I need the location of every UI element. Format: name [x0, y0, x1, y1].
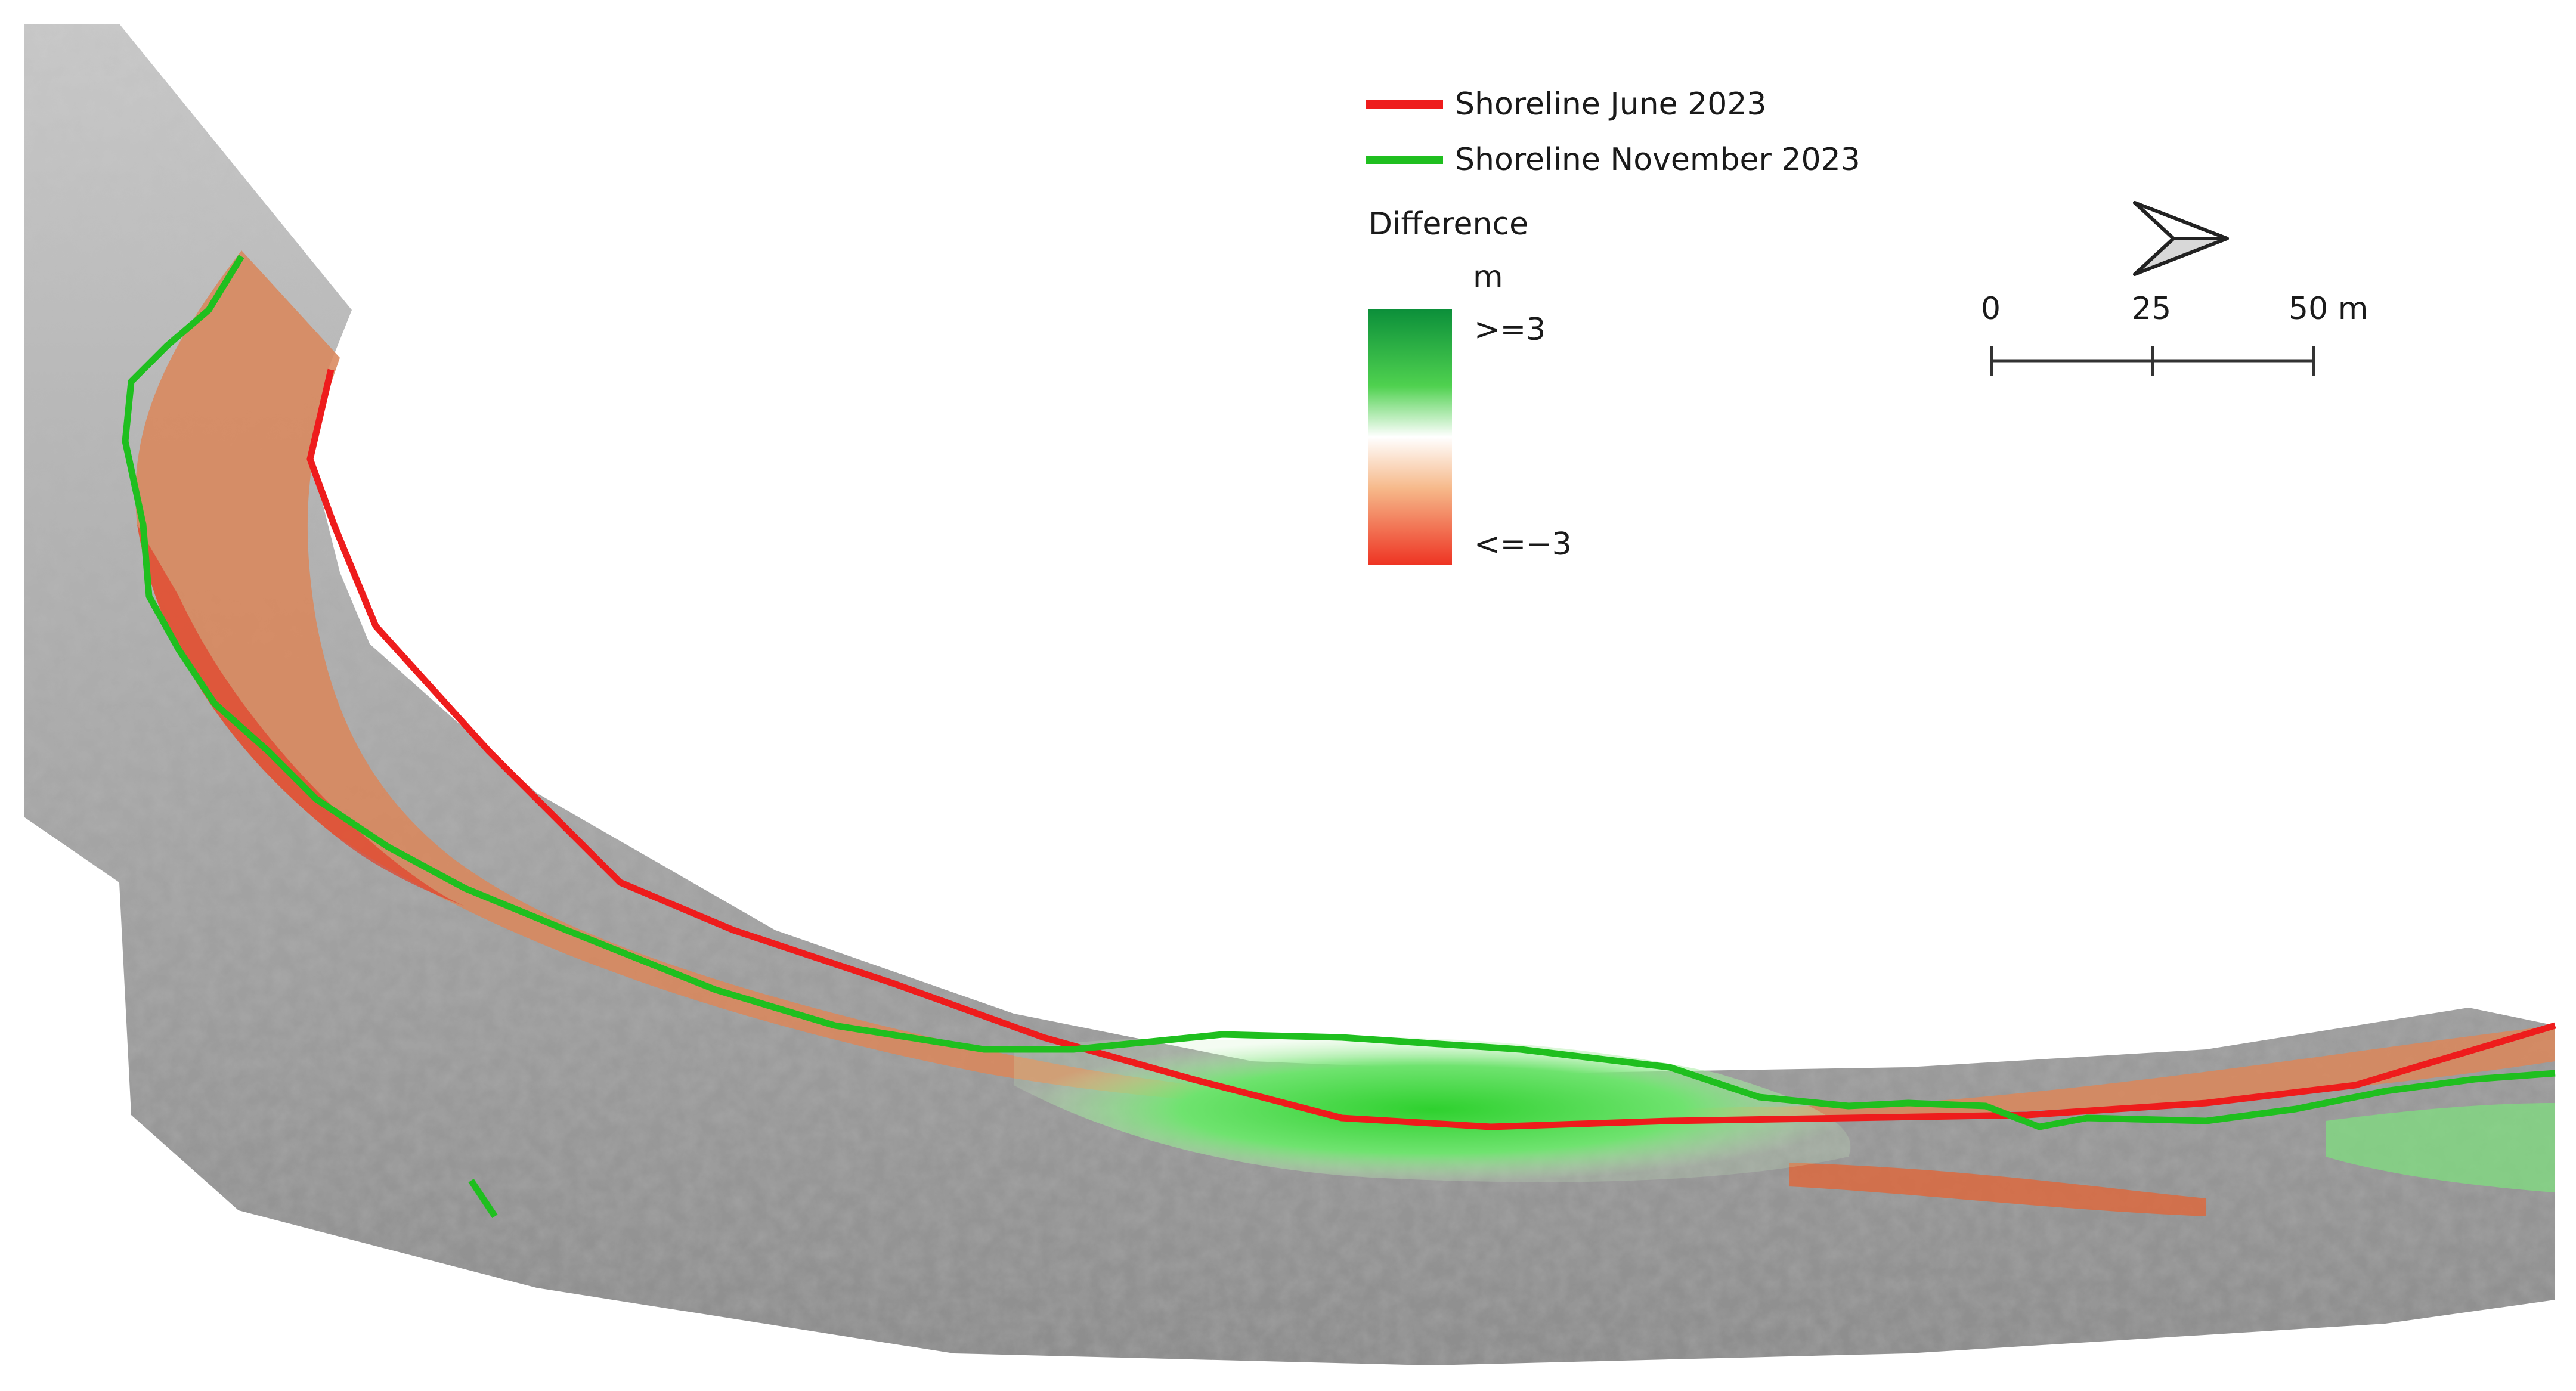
legend-november-label: Shoreline November 2023	[1455, 142, 1860, 178]
scale-label-25: 25	[2132, 291, 2171, 327]
deposition-area	[1014, 1036, 2555, 1192]
legend-min-label: <=−3	[1474, 526, 1572, 562]
green-strip-right	[2326, 1103, 2555, 1192]
legend-june-label: Shoreline June 2023	[1455, 86, 1767, 122]
legend-unit-label: m	[1473, 259, 1503, 295]
legend-difference-title: Difference	[1368, 206, 1528, 242]
north-arrow-icon	[2133, 201, 2229, 276]
shoreline-june-2023-line	[306, 368, 2556, 1130]
scale-label-50: 50 m	[2289, 291, 2368, 327]
shoreline-november-2023-line	[122, 255, 2556, 1130]
erosion-band-bottom	[1789, 1163, 2206, 1216]
scale-bar: 0 25 50 m	[1981, 291, 2368, 376]
scale-label-0: 0	[1981, 291, 2001, 327]
legend: Shoreline June 2023 Shoreline November 2…	[1366, 86, 1860, 565]
erosion-area	[135, 250, 2556, 1216]
shoreline-november-2023-tail	[468, 1178, 498, 1219]
green-accretion-zone	[1014, 1036, 1851, 1182]
difference-color-ramp	[1368, 309, 1452, 565]
legend-max-label: >=3	[1474, 312, 1546, 348]
